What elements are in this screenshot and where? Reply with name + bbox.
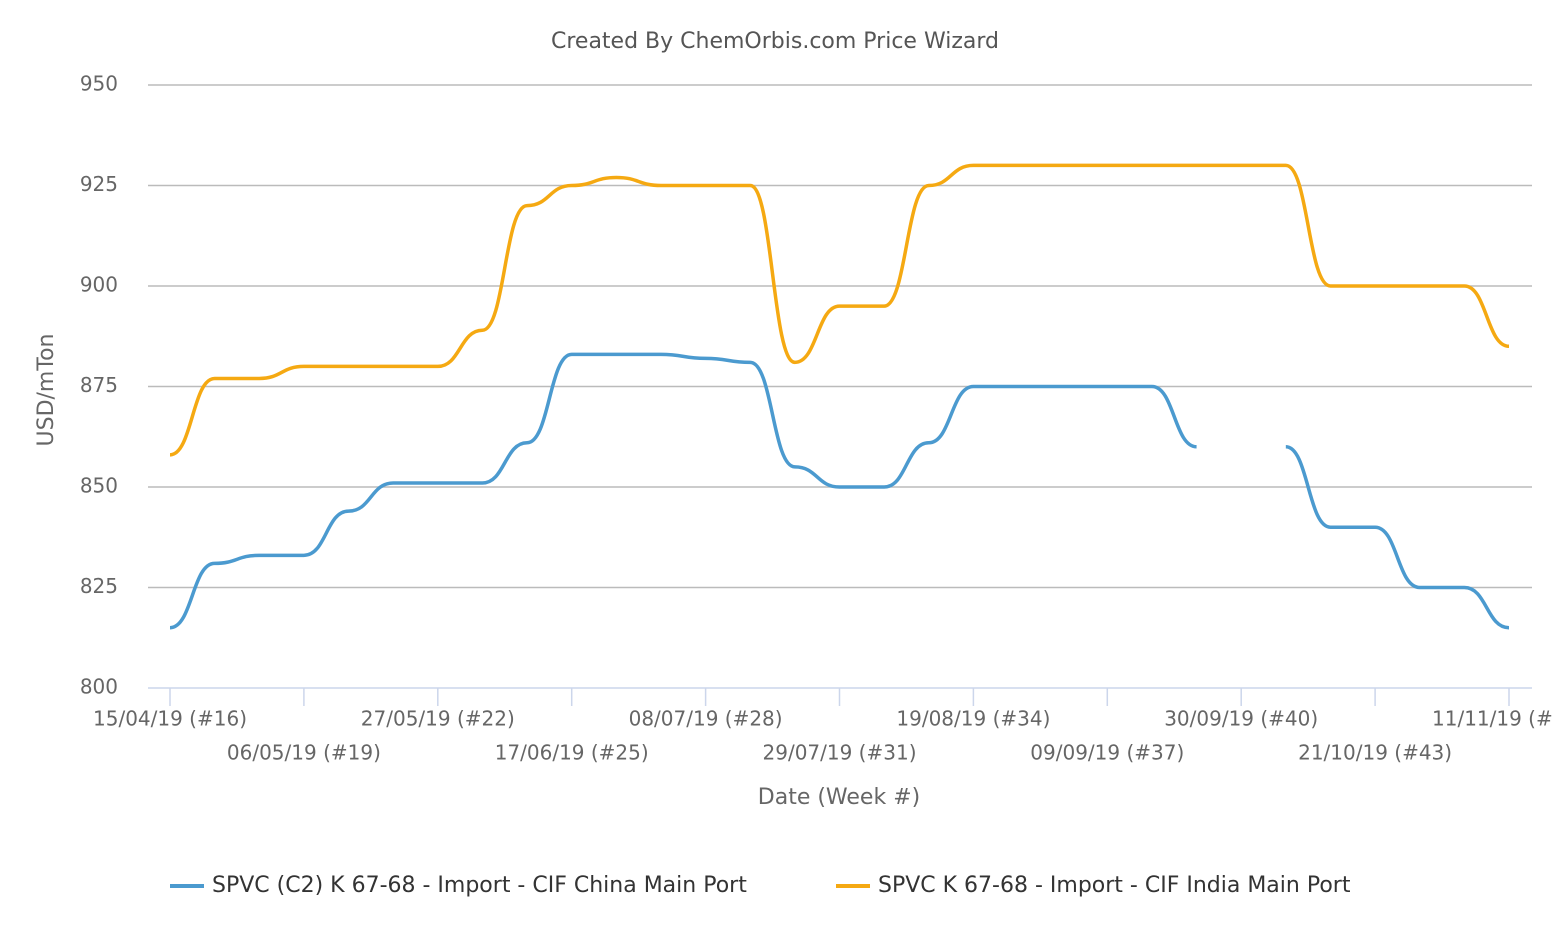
y-tick-label: 875 [80,373,118,397]
series-line [169,163,1510,457]
series-line [169,352,1510,630]
x-tick-label: 29/07/19 (#31) [763,741,917,765]
x-tick-label: 08/07/19 (#28) [629,707,783,731]
y-tick-label: 825 [80,574,118,598]
y-tick-label: 925 [80,172,118,196]
legend-label: SPVC (C2) K 67-68 - Import - CIF China M… [212,873,747,898]
x-tick-label: 21/10/19 (#43) [1298,741,1452,765]
y-tick-label: 850 [80,474,118,498]
x-axis-title: Date (Week #) [758,785,920,810]
legend-label: SPVC K 67-68 - Import - CIF India Main P… [878,873,1351,898]
y-tick-label: 800 [80,675,118,699]
x-tick-label: 19/08/19 (#34) [896,707,1050,731]
x-tick-label: 15/04/19 (#16) [93,707,247,731]
y-axis-title: USD/mTon [34,334,59,447]
y-tick-label: 900 [80,273,118,297]
x-tick-label: 11/11/19 (#46) [1432,707,1552,731]
x-tick-label: 09/09/19 (#37) [1030,741,1184,765]
chart-title: Created By ChemOrbis.com Price Wizard [551,29,999,54]
x-tick-label: 06/05/19 (#19) [227,741,381,765]
y-tick-label: 950 [80,72,118,96]
x-tick-label: 27/05/19 (#22) [361,707,515,731]
x-tick-label: 17/06/19 (#25) [495,741,649,765]
x-tick-label: 30/09/19 (#40) [1164,707,1318,731]
